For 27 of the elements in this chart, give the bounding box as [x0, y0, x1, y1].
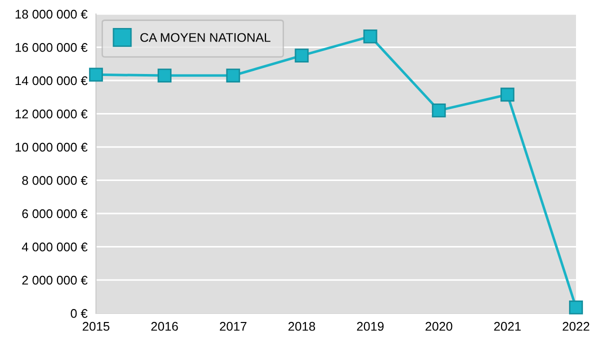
x-tick-label: 2017	[220, 322, 246, 331]
point	[569, 300, 583, 314]
y-tick-label: 2 000 000 €	[22, 276, 88, 285]
point	[226, 68, 240, 82]
x-tick-label: 2020	[426, 322, 452, 331]
legend-label: CA MOYEN NATIONAL	[140, 33, 270, 42]
point	[158, 68, 172, 82]
x-tick-label: 2022	[562, 322, 590, 331]
x-tick-label: 2015	[82, 322, 110, 331]
y-tick-label: 14 000 000 €	[16, 76, 88, 86]
y-tick-label: 6 000 000 €	[22, 209, 88, 218]
y-tick-label: 18 000 000 €	[16, 10, 88, 19]
y-tick-label: 12 000 000 €	[16, 110, 88, 118]
y-tick-label: 8 000 000 €	[22, 176, 88, 185]
y-tick-label: 4 000 000 €	[22, 242, 88, 252]
y-tick-label: 0 €	[70, 309, 88, 318]
y-tick-label: 16 000 000 €	[16, 43, 88, 52]
y-tick-label: 10 000 000 €	[16, 142, 88, 152]
point	[500, 88, 514, 102]
x-tick-label: 2019	[357, 322, 384, 331]
x-tick-label: 2021	[494, 322, 521, 331]
point	[432, 103, 446, 118]
point	[294, 48, 309, 63]
point	[363, 30, 378, 44]
x-tick-label: 2018	[288, 322, 316, 331]
x-tick-label: 2016	[151, 322, 178, 331]
point	[89, 68, 103, 82]
